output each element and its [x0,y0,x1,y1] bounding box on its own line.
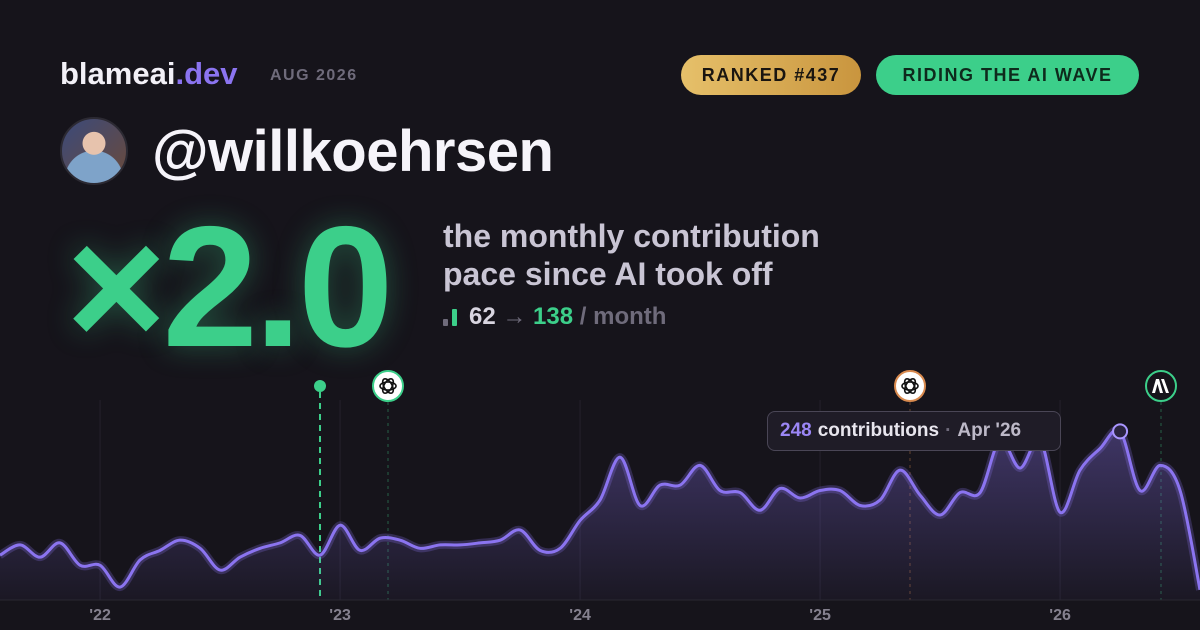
description-line: the monthly contribution [443,218,820,254]
stat-before: 62 [469,303,496,330]
ai-start-dot [314,380,326,392]
status-badge: RIDING THE AI WAVE [876,55,1139,95]
stat-arrow: → [502,303,527,330]
x-tick-label: '22 [89,607,111,624]
multiplier: ×2.0 [66,191,394,383]
brand-name: blameai [60,56,176,91]
highlight-point [1112,423,1129,440]
openai-icon [894,370,926,402]
x-tick-label: '23 [329,607,351,624]
event-icons [372,370,1177,402]
x-tick-label: '26 [1049,607,1071,624]
tooltip-date: Apr '26 [957,420,1022,441]
tooltip-value: 248 [780,420,812,441]
brand: blameai.dev [60,56,237,92]
tooltip-separator: · [945,420,952,441]
description-line: pace since AI took off [443,256,773,292]
x-tick-label: '24 [569,607,591,624]
tooltip: 248 contributions · Apr '26 [767,411,1061,451]
handle: @willkoehrsen [152,119,554,184]
brand-tld: .dev [175,56,238,91]
stat: 62 → 138 / month [443,303,666,331]
bar-icon [443,308,461,326]
rank-badge: RANKED #437 [681,55,861,95]
openai-icon [372,370,404,402]
tooltip-unit: contributions [817,420,940,441]
stat-after: 138 [533,303,574,330]
avatar [60,117,128,185]
anthropic-icon [1145,370,1177,402]
area [0,429,1200,600]
stat-unit: / month [579,303,667,330]
x-tick-label: '25 [809,607,831,624]
period: AUG 2026 [270,67,358,84]
